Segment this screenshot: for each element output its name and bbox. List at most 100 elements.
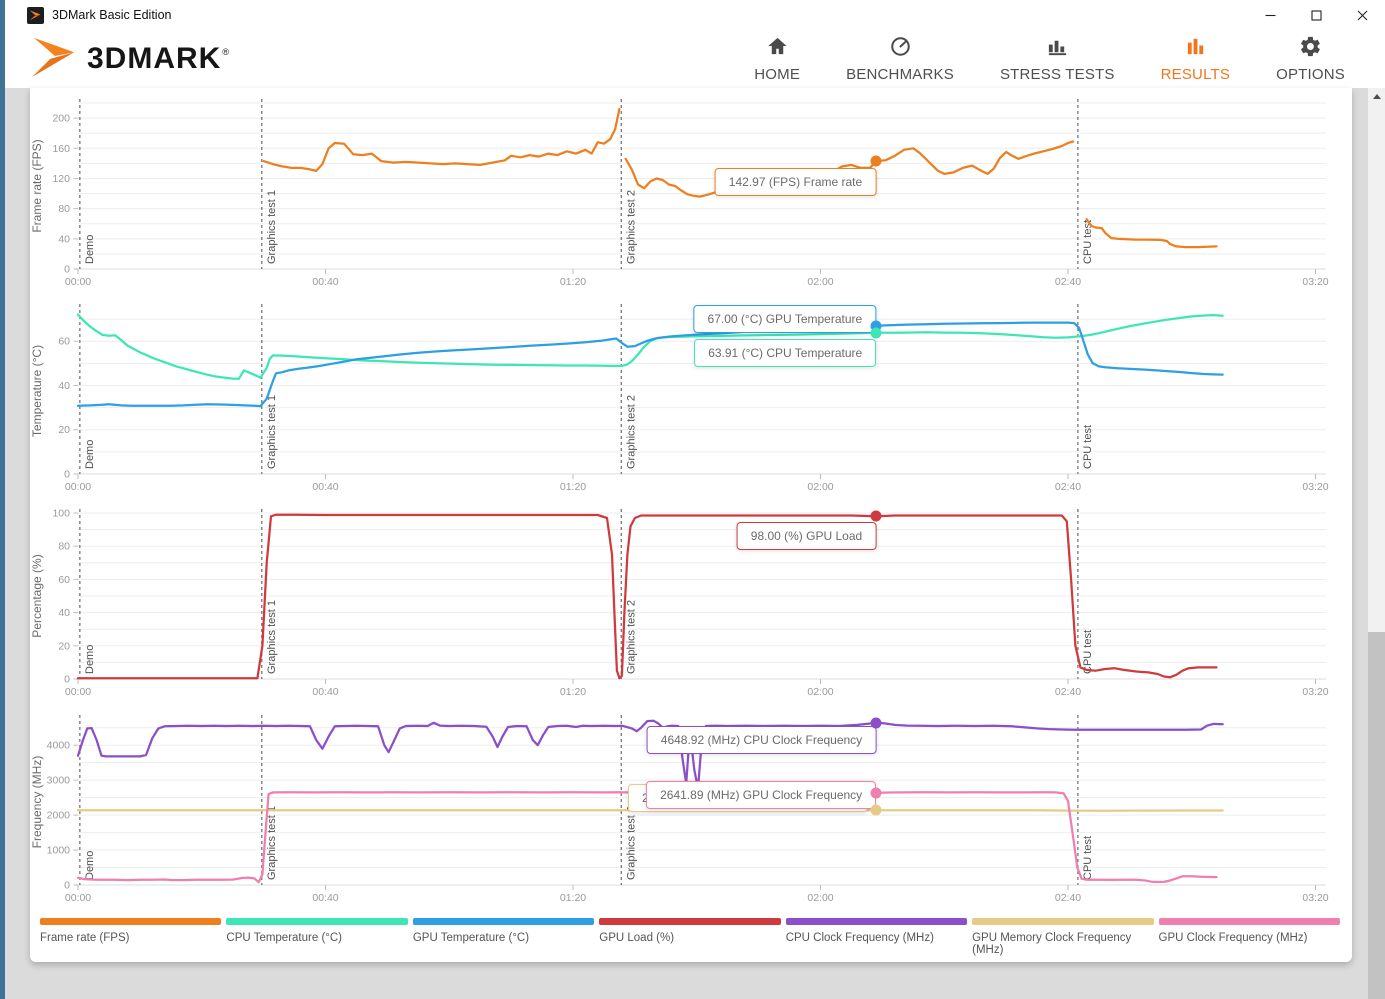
chart-frame-rate[interactable]: 0 40 80 120 160 200 Frame rate (FPS) 00:00 00:40…	[30, 95, 1346, 300]
nav-item-options[interactable]: OPTIONS	[1276, 35, 1345, 83]
svg-text:03:20: 03:20	[1302, 276, 1328, 288]
y-axis: 0 20 40 60 Temperature (°C)	[30, 336, 78, 481]
data-point-marker	[870, 510, 882, 522]
legend-label: GPU Temperature (°C)	[412, 932, 530, 944]
legend-item-gpu-clock-frequency-mhz[interactable]: GPU Clock Frequency (MHz)	[1158, 918, 1340, 956]
section-markers: Demo Graphics test 1 Graphics test 2 CPU te…	[79, 99, 1094, 269]
legend-color-bar	[785, 918, 968, 925]
svg-text:02:40: 02:40	[1055, 686, 1081, 698]
svg-text:4000: 4000	[47, 740, 71, 752]
svg-text:20: 20	[58, 640, 70, 652]
chart-canvas: 0 20 40 60 Temperature (°C) 00:00 00:40 01:20 02…	[30, 304, 1329, 493]
svg-text:01:20: 01:20	[560, 481, 586, 493]
svg-text:0: 0	[64, 469, 70, 481]
legend-label: CPU Clock Frequency (MHz)	[785, 932, 934, 944]
x-axis: 00:00 00:40 01:20 02:00 02:40 03:20	[65, 269, 1329, 288]
maximize-button[interactable]	[1293, 0, 1339, 30]
minimize-button[interactable]	[1247, 0, 1293, 30]
svg-text:03:20: 03:20	[1302, 686, 1328, 698]
svg-text:2000: 2000	[47, 810, 71, 822]
legend-color-bar	[1158, 918, 1340, 925]
svg-text:Temperature (°C): Temperature (°C)	[30, 345, 44, 437]
chart-temperature[interactable]: 0 20 40 60 Temperature (°C) 00:00 00:40 01:20 02…	[30, 300, 1346, 505]
data-point-marker	[870, 717, 882, 729]
legend-color-bar	[40, 918, 222, 925]
legend-item-gpu-temperature-c[interactable]: GPU Temperature (°C)	[412, 918, 595, 956]
tooltip-temperature-1: 63.91 (°C) CPU Temperature	[694, 338, 877, 367]
svg-text:40: 40	[58, 607, 70, 619]
legend-item-cpu-temperature-c[interactable]: CPU Temperature (°C)	[226, 918, 408, 956]
nav-label: HOME	[754, 66, 801, 83]
svg-text:Demo: Demo	[84, 235, 96, 264]
legend: Frame rate (FPS) CPU Temperature (°C) GPU …	[40, 918, 1340, 956]
svg-text:00:40: 00:40	[312, 892, 338, 904]
scrollbar-up-button[interactable]	[1368, 88, 1385, 105]
series-gpu-memory-clock-frequency-mhz-	[76, 809, 1224, 812]
data-point-marker	[870, 327, 882, 339]
legend-color-bar	[412, 918, 595, 925]
legend-color-bar	[972, 918, 1154, 925]
svg-text:01:20: 01:20	[560, 686, 586, 698]
svg-text:Demo: Demo	[84, 851, 96, 880]
legend-item-gpu-memory-clock-frequency-mhz[interactable]: GPU Memory Clock Frequency (MHz)	[972, 918, 1154, 956]
nav-item-stress-tests[interactable]: STRESS TESTS	[1000, 35, 1115, 83]
data-point-marker	[870, 155, 882, 167]
series-gpu-temperature-c-	[76, 321, 1224, 408]
legend-item-cpu-clock-frequency-mhz[interactable]: CPU Clock Frequency (MHz)	[785, 918, 968, 956]
tooltip-percentage-0: 98.00 (%) GPU Load	[736, 522, 877, 551]
nav-label: BENCHMARKS	[846, 66, 954, 83]
nav-item-benchmarks[interactable]: BENCHMARKS	[846, 35, 954, 83]
scrollbar-thumb[interactable]	[1368, 632, 1385, 999]
chart-percentage[interactable]: 0 20 40 60 80 100 Percentage (%) 00:00 00:40 01:2…	[30, 505, 1346, 710]
svg-text:200: 200	[52, 113, 70, 125]
tooltip-frame-rate-0: 142.97 (FPS) Frame rate	[714, 168, 877, 197]
svg-text:3000: 3000	[47, 775, 71, 787]
nav-item-results[interactable]: RESULTS	[1161, 35, 1230, 83]
close-button[interactable]	[1339, 0, 1385, 30]
svg-text:100: 100	[52, 508, 70, 520]
svg-text:80: 80	[58, 203, 70, 215]
data-point-marker	[870, 804, 882, 816]
svg-text:60: 60	[58, 574, 70, 586]
y-axis: 0 20 40 60 80 100 Percentage (%)	[30, 508, 78, 686]
svg-text:Graphics test 2: Graphics test 2	[625, 395, 637, 469]
main-nav: HOME BENCHMARKS STRESS TESTS RESULTS OPTIONS	[754, 35, 1345, 83]
svg-text:Graphics test 2: Graphics test 2	[625, 600, 637, 674]
window-title: 3DMark Basic Edition	[52, 8, 172, 22]
svg-text:Frame rate (FPS): Frame rate (FPS)	[30, 139, 44, 232]
svg-text:02:40: 02:40	[1055, 276, 1081, 288]
legend-color-bar	[226, 918, 408, 925]
x-axis: 00:00 00:40 01:20 02:00 02:40 03:20	[65, 885, 1329, 904]
scrollbar[interactable]	[1368, 88, 1385, 999]
data-point-marker	[870, 320, 882, 332]
legend-item-gpu-load[interactable]: GPU Load (%)	[599, 918, 781, 956]
svg-text:60: 60	[58, 336, 70, 348]
chart-canvas: 0 20 40 60 80 100 Percentage (%) 00:00 00:40 01:2…	[30, 508, 1329, 699]
legend-label: GPU Memory Clock Frequency (MHz)	[972, 932, 1132, 956]
svg-text:20: 20	[58, 424, 70, 436]
svg-text:Frequency (MHz): Frequency (MHz)	[30, 756, 44, 849]
nav-item-home[interactable]: HOME	[754, 35, 800, 83]
svg-text:CPU test: CPU test	[1082, 630, 1094, 674]
bar-chart-icon	[1184, 35, 1207, 63]
svg-text:02:00: 02:00	[807, 892, 833, 904]
svg-text:02:00: 02:00	[807, 481, 833, 493]
legend-item-frame-rate-fps[interactable]: Frame rate (FPS)	[40, 918, 222, 956]
chart-canvas: 0 40 80 120 160 200 Frame rate (FPS) 00:00 00:40…	[30, 99, 1329, 288]
svg-text:02:00: 02:00	[807, 686, 833, 698]
svg-text:02:40: 02:40	[1055, 892, 1081, 904]
series-frame-rate-fps-	[1085, 218, 1218, 249]
nav-label: STRESS TESTS	[999, 66, 1115, 83]
svg-text:00:40: 00:40	[312, 276, 338, 288]
gridlines	[78, 512, 1326, 680]
svg-text:00:00: 00:00	[65, 892, 91, 904]
svg-text:80: 80	[58, 541, 70, 553]
gridlines	[78, 102, 1326, 270]
svg-text:CPU test: CPU test	[1082, 836, 1094, 880]
chart-frequency[interactable]: 0 1000 2000 3000 4000 Frequency (MHz) 00:00 00:…	[30, 711, 1346, 916]
tooltip-frequency-1: 4648.92 (MHz) CPU Clock Frequency	[646, 725, 877, 754]
data-point-marker	[870, 787, 882, 799]
svg-text:120: 120	[52, 173, 70, 185]
svg-text:00:40: 00:40	[312, 481, 338, 493]
svg-text:Demo: Demo	[84, 440, 96, 469]
